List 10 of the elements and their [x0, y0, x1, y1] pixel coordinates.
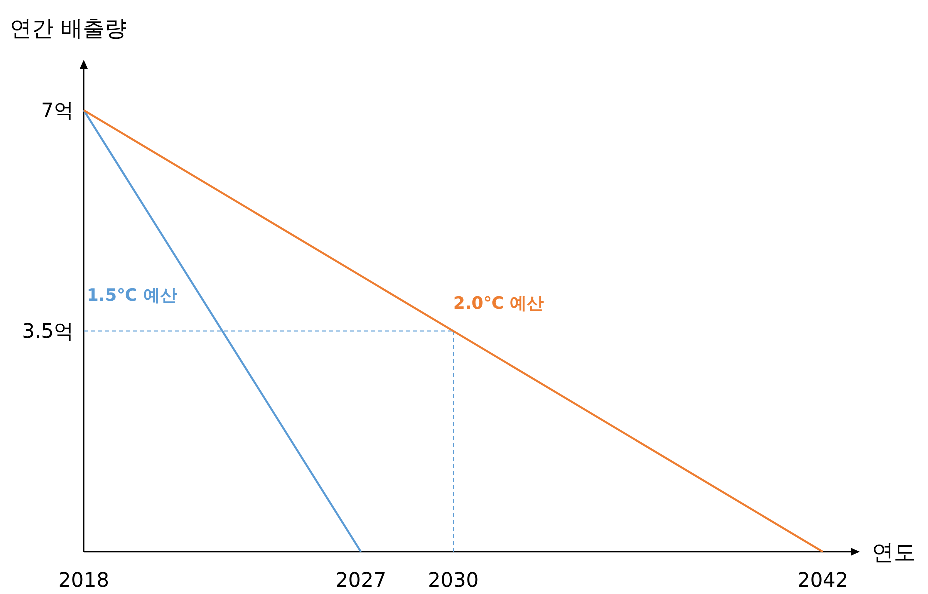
x-tick-label: 2042 — [798, 568, 848, 592]
x-tick-label: 2030 — [428, 568, 479, 592]
x-tick-label: 2018 — [58, 568, 110, 592]
y-axis-title: 연간 배출량 — [10, 17, 127, 42]
series-label: 2.0℃ 예산 — [454, 294, 544, 314]
y-tick-label: 3.5억 — [22, 319, 74, 344]
y-tick-label: 7억 — [41, 98, 74, 122]
x-tick-label: 2027 — [336, 568, 387, 592]
series-label: 1.5℃ 예산 — [86, 286, 178, 306]
x-axis-title: 연도 — [872, 541, 916, 566]
